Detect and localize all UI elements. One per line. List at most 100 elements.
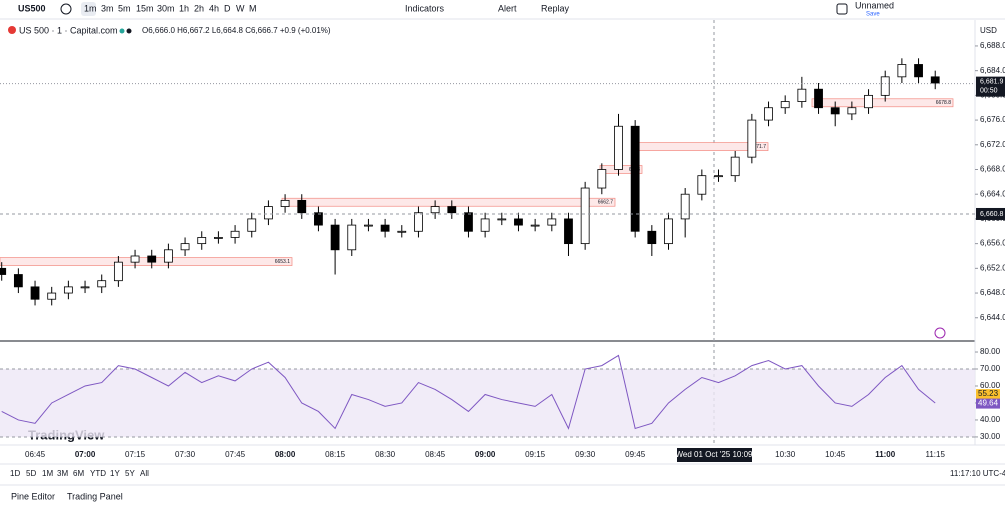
rsi-line <box>1 354 936 430</box>
candle-body <box>530 224 540 227</box>
candle-body <box>13 274 23 288</box>
interval-button[interactable]: 1h <box>179 3 189 13</box>
candle-body <box>647 230 657 245</box>
level-label: 6662.7 <box>598 200 614 206</box>
crosshair-time-label: Wed 01 Oct '25 10:09 <box>676 450 754 459</box>
time-tick-label: 08:00 <box>275 450 296 459</box>
interval-button[interactable]: 15m <box>136 3 154 13</box>
time-tick-label: 08:15 <box>325 450 346 459</box>
time-tick-label: 10:45 <box>825 450 846 459</box>
candle-body <box>864 94 873 109</box>
time-tick-label: 07:45 <box>225 450 246 459</box>
layout-icon[interactable] <box>836 3 848 15</box>
header-symbol[interactable]: US 500 · 1 · Capital.com <box>19 25 118 35</box>
time-tick-label: 08:45 <box>425 450 446 459</box>
rsi-tick-label: 40.00 <box>980 415 1001 424</box>
time-tick-label: 10:30 <box>775 450 796 459</box>
currency[interactable]: USD <box>980 26 997 35</box>
candle-body <box>880 76 890 96</box>
candle-body <box>597 169 607 189</box>
price-tick-label: 6,664.0 <box>980 189 1005 198</box>
candle-body <box>930 76 940 84</box>
candle-body <box>747 119 757 158</box>
time-tick-label: 08:30 <box>375 450 396 459</box>
events-icon[interactable] <box>934 327 946 339</box>
candle-body <box>30 286 40 300</box>
range-button[interactable]: 1D <box>10 469 20 478</box>
candle-body <box>147 255 157 263</box>
candle-body <box>47 292 57 300</box>
candle-body <box>97 280 107 288</box>
symbol-search[interactable]: US500 <box>18 3 46 13</box>
candle-body <box>514 218 523 226</box>
candle-body <box>564 218 573 245</box>
bottom-tab[interactable]: Trading Panel <box>67 491 123 501</box>
rsi-readout: 55.23 <box>978 389 999 398</box>
interval-button[interactable]: 5m <box>118 3 131 13</box>
range-button[interactable]: 1Y <box>110 469 120 478</box>
price-tick-label: 6,668.0 <box>980 165 1005 174</box>
bottom-tab[interactable]: Pine Editor <box>11 491 55 501</box>
range-button[interactable]: YTD <box>90 469 106 478</box>
range-button[interactable]: 6M <box>73 469 84 478</box>
candle-body <box>580 187 590 245</box>
header-ohlc: O6,666.0 H6,667.2 L6,664.8 C6,666.7 +0.9… <box>142 26 331 35</box>
clock: 11:17:10 UTC-4 <box>950 469 1005 478</box>
candle-body <box>630 125 640 232</box>
indicators-button[interactable]: Indicators <box>405 3 445 13</box>
candle-body <box>130 255 140 263</box>
interval-button[interactable]: 3m <box>101 3 114 13</box>
range-button[interactable]: All <box>140 469 149 478</box>
candle-body <box>714 175 723 178</box>
candle-body <box>547 218 557 226</box>
candle-body <box>830 107 840 115</box>
candle-body <box>780 101 790 109</box>
last-price-label: 6,681.9 <box>980 78 1003 85</box>
range-button[interactable]: 5D <box>26 469 36 478</box>
save-button[interactable]: Save <box>866 12 880 18</box>
rsi-readout-box <box>976 398 1000 409</box>
interval-active <box>81 2 96 16</box>
interval-button[interactable]: M <box>249 3 257 13</box>
rsi-tick-label: 60.00 <box>980 381 1001 390</box>
interval-button[interactable]: W <box>236 3 245 13</box>
candle-body <box>63 286 73 294</box>
interval-button[interactable]: D <box>224 3 231 13</box>
crosshair-time-box <box>677 448 752 462</box>
layout-name[interactable]: Unnamed <box>855 0 894 10</box>
candle-body <box>230 230 240 238</box>
candle-body <box>247 218 257 232</box>
add-symbol[interactable] <box>60 3 72 15</box>
candle-body <box>214 237 223 239</box>
alert-button[interactable]: Alert <box>498 3 517 13</box>
range-button[interactable]: 5Y <box>125 469 135 478</box>
interval-button[interactable]: 4h <box>209 3 219 13</box>
candle-body <box>397 230 407 233</box>
range-button[interactable]: 1M <box>42 469 53 478</box>
interval-button[interactable]: 30m <box>157 3 175 13</box>
interval-button[interactable]: 1m <box>84 3 97 13</box>
replay-button[interactable]: Replay <box>541 3 570 13</box>
price-tick-label: 6,656.0 <box>980 239 1005 248</box>
candle-body <box>264 206 273 220</box>
candle-body <box>297 199 307 214</box>
candle-body <box>464 212 473 232</box>
price-tick-label: 6,676.0 <box>980 115 1005 124</box>
time-tick-label: 09:15 <box>525 450 546 459</box>
candle-body <box>163 249 173 263</box>
candle-body <box>447 206 457 214</box>
price-tick-label: 6,652.0 <box>980 263 1005 272</box>
interval-button[interactable]: 2h <box>194 3 204 13</box>
candle-body <box>664 218 673 245</box>
candle-body <box>80 286 90 289</box>
rsi-readout: 49.64 <box>978 399 999 408</box>
candle-body <box>797 88 807 102</box>
time-tick-label: 06:45 <box>25 450 46 459</box>
symbol-logo <box>8 26 16 34</box>
price-tick-label: 6,688.0 <box>980 41 1005 50</box>
range-button[interactable]: 3M <box>57 469 68 478</box>
time-tick-label: 09:30 <box>575 450 596 459</box>
candle-body <box>280 199 290 207</box>
price-tick-label: 6,684.0 <box>980 66 1005 75</box>
